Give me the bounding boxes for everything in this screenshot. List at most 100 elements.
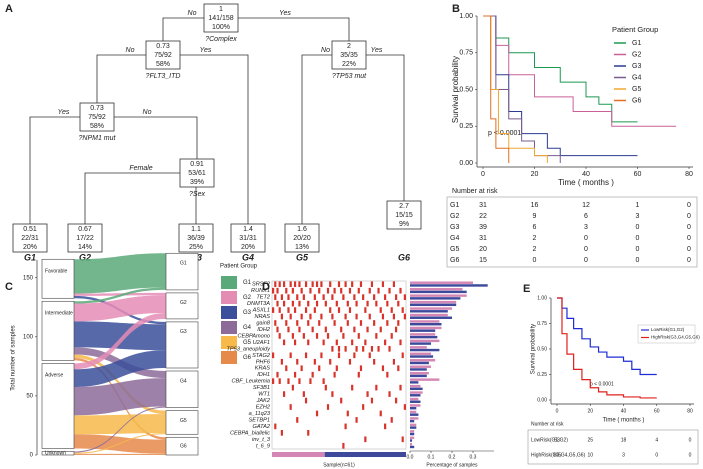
mutation-cell [344, 281, 347, 288]
mutation-cell [280, 358, 283, 365]
target-node [165, 370, 199, 408]
bar [410, 342, 431, 345]
risk-count: 0 [655, 452, 658, 458]
mutation-cell [348, 307, 352, 313]
mutation-cell [340, 326, 343, 333]
mutation-cell [293, 281, 297, 288]
mutation-cell [324, 326, 327, 333]
x-tick-label: 0.2 [449, 454, 456, 460]
mutation-cell [331, 391, 334, 397]
gene-label: CBF_Leukemia [231, 379, 270, 385]
mutation-cell [315, 333, 319, 339]
risk-count: 0 [687, 202, 691, 209]
risk-count: 0 [687, 257, 691, 264]
bar [410, 404, 421, 407]
bar [410, 313, 448, 317]
mutation-cell [344, 346, 347, 352]
legend-title: Patient Group [612, 25, 658, 34]
bar [410, 423, 417, 427]
gene-label: TET2 [256, 295, 271, 301]
mutation-cell [362, 404, 365, 410]
risk-count: 0 [636, 224, 640, 231]
mutation-cell [320, 352, 323, 359]
node-text: 0.67 [78, 226, 92, 233]
mutation-cell [392, 358, 396, 365]
mutation-cell [401, 352, 404, 359]
mutation-cell [291, 300, 294, 307]
survival-curve [557, 297, 657, 399]
risk-table-title: Number at risk [452, 188, 498, 195]
mutation-cell [399, 384, 402, 391]
risk-count: 9 [533, 213, 537, 220]
mutation-cell [364, 436, 367, 443]
node-split: ?NPM1 mut [79, 135, 117, 142]
mutation-cell [390, 333, 393, 339]
risk-count: 53 [554, 437, 560, 443]
source-label: Intermediate [45, 311, 73, 317]
node-text: 39% [190, 179, 204, 186]
mutation-cell [293, 339, 297, 346]
survival-curve [483, 15, 510, 163]
mutation-cell [318, 365, 321, 372]
mutation-cell [289, 281, 292, 288]
mutation-cell [388, 346, 391, 352]
tree-edge [349, 54, 405, 201]
mutation-cell [351, 339, 354, 346]
bar [410, 303, 457, 307]
mutation-cell [315, 410, 319, 417]
x-tick-label: 0.0 [407, 454, 414, 460]
bar [410, 407, 417, 410]
node-text: 22/31 [21, 235, 39, 242]
risk-row-label: G2 [450, 213, 459, 220]
mutation-cell [364, 339, 367, 346]
node-text: 15/15 [395, 212, 413, 219]
mutation-cell [355, 313, 358, 320]
leaf-group: G2 [79, 252, 91, 262]
mutation-cell [348, 358, 352, 365]
mutation-cell [304, 397, 308, 404]
mutation-cell [276, 287, 279, 294]
node-text: 22% [342, 61, 356, 68]
risk-count: 0 [689, 437, 692, 443]
bar [410, 400, 421, 403]
panel-label: D [262, 281, 270, 293]
mutation-cell [324, 300, 327, 307]
mutation-cell [289, 313, 292, 320]
bar [410, 430, 415, 433]
mutation-cell [386, 300, 389, 307]
bar [410, 378, 440, 381]
mutation-cell [309, 313, 312, 320]
node-text: 25% [189, 244, 203, 251]
gene-label: EZH2 [256, 404, 271, 410]
mutation-cell [309, 378, 312, 384]
mutation-cell [285, 287, 288, 294]
legend-swatch [221, 351, 237, 364]
bar [410, 294, 467, 297]
node-text: 14% [78, 244, 92, 251]
mutation-cell [304, 281, 308, 288]
mutation-cell [296, 294, 299, 300]
gene-label: WT1 [258, 392, 270, 398]
mutation-cell [401, 307, 404, 313]
legend-label: G5 [243, 340, 252, 346]
risk-count: 0 [636, 257, 640, 264]
mutation-cell [302, 391, 305, 397]
bar [410, 426, 417, 429]
risk-count: 0 [636, 246, 640, 253]
bar [410, 348, 440, 352]
node-split: ?FLT3_ITD [146, 73, 181, 80]
bar [410, 443, 413, 446]
tree-edge [301, 54, 349, 224]
target-node [165, 292, 199, 320]
legend-label: G4 [632, 74, 641, 81]
risk-count: 16 [531, 202, 539, 209]
mutation-cell [318, 287, 321, 294]
x-tick-label: 0 [481, 171, 485, 178]
mutation-cell [399, 339, 402, 346]
mutation-cell [329, 281, 332, 288]
mutation-cell [300, 313, 303, 320]
target-label: G6 [180, 443, 187, 449]
mutation-cell [370, 397, 374, 404]
risk-row-label: G4 [450, 235, 459, 242]
